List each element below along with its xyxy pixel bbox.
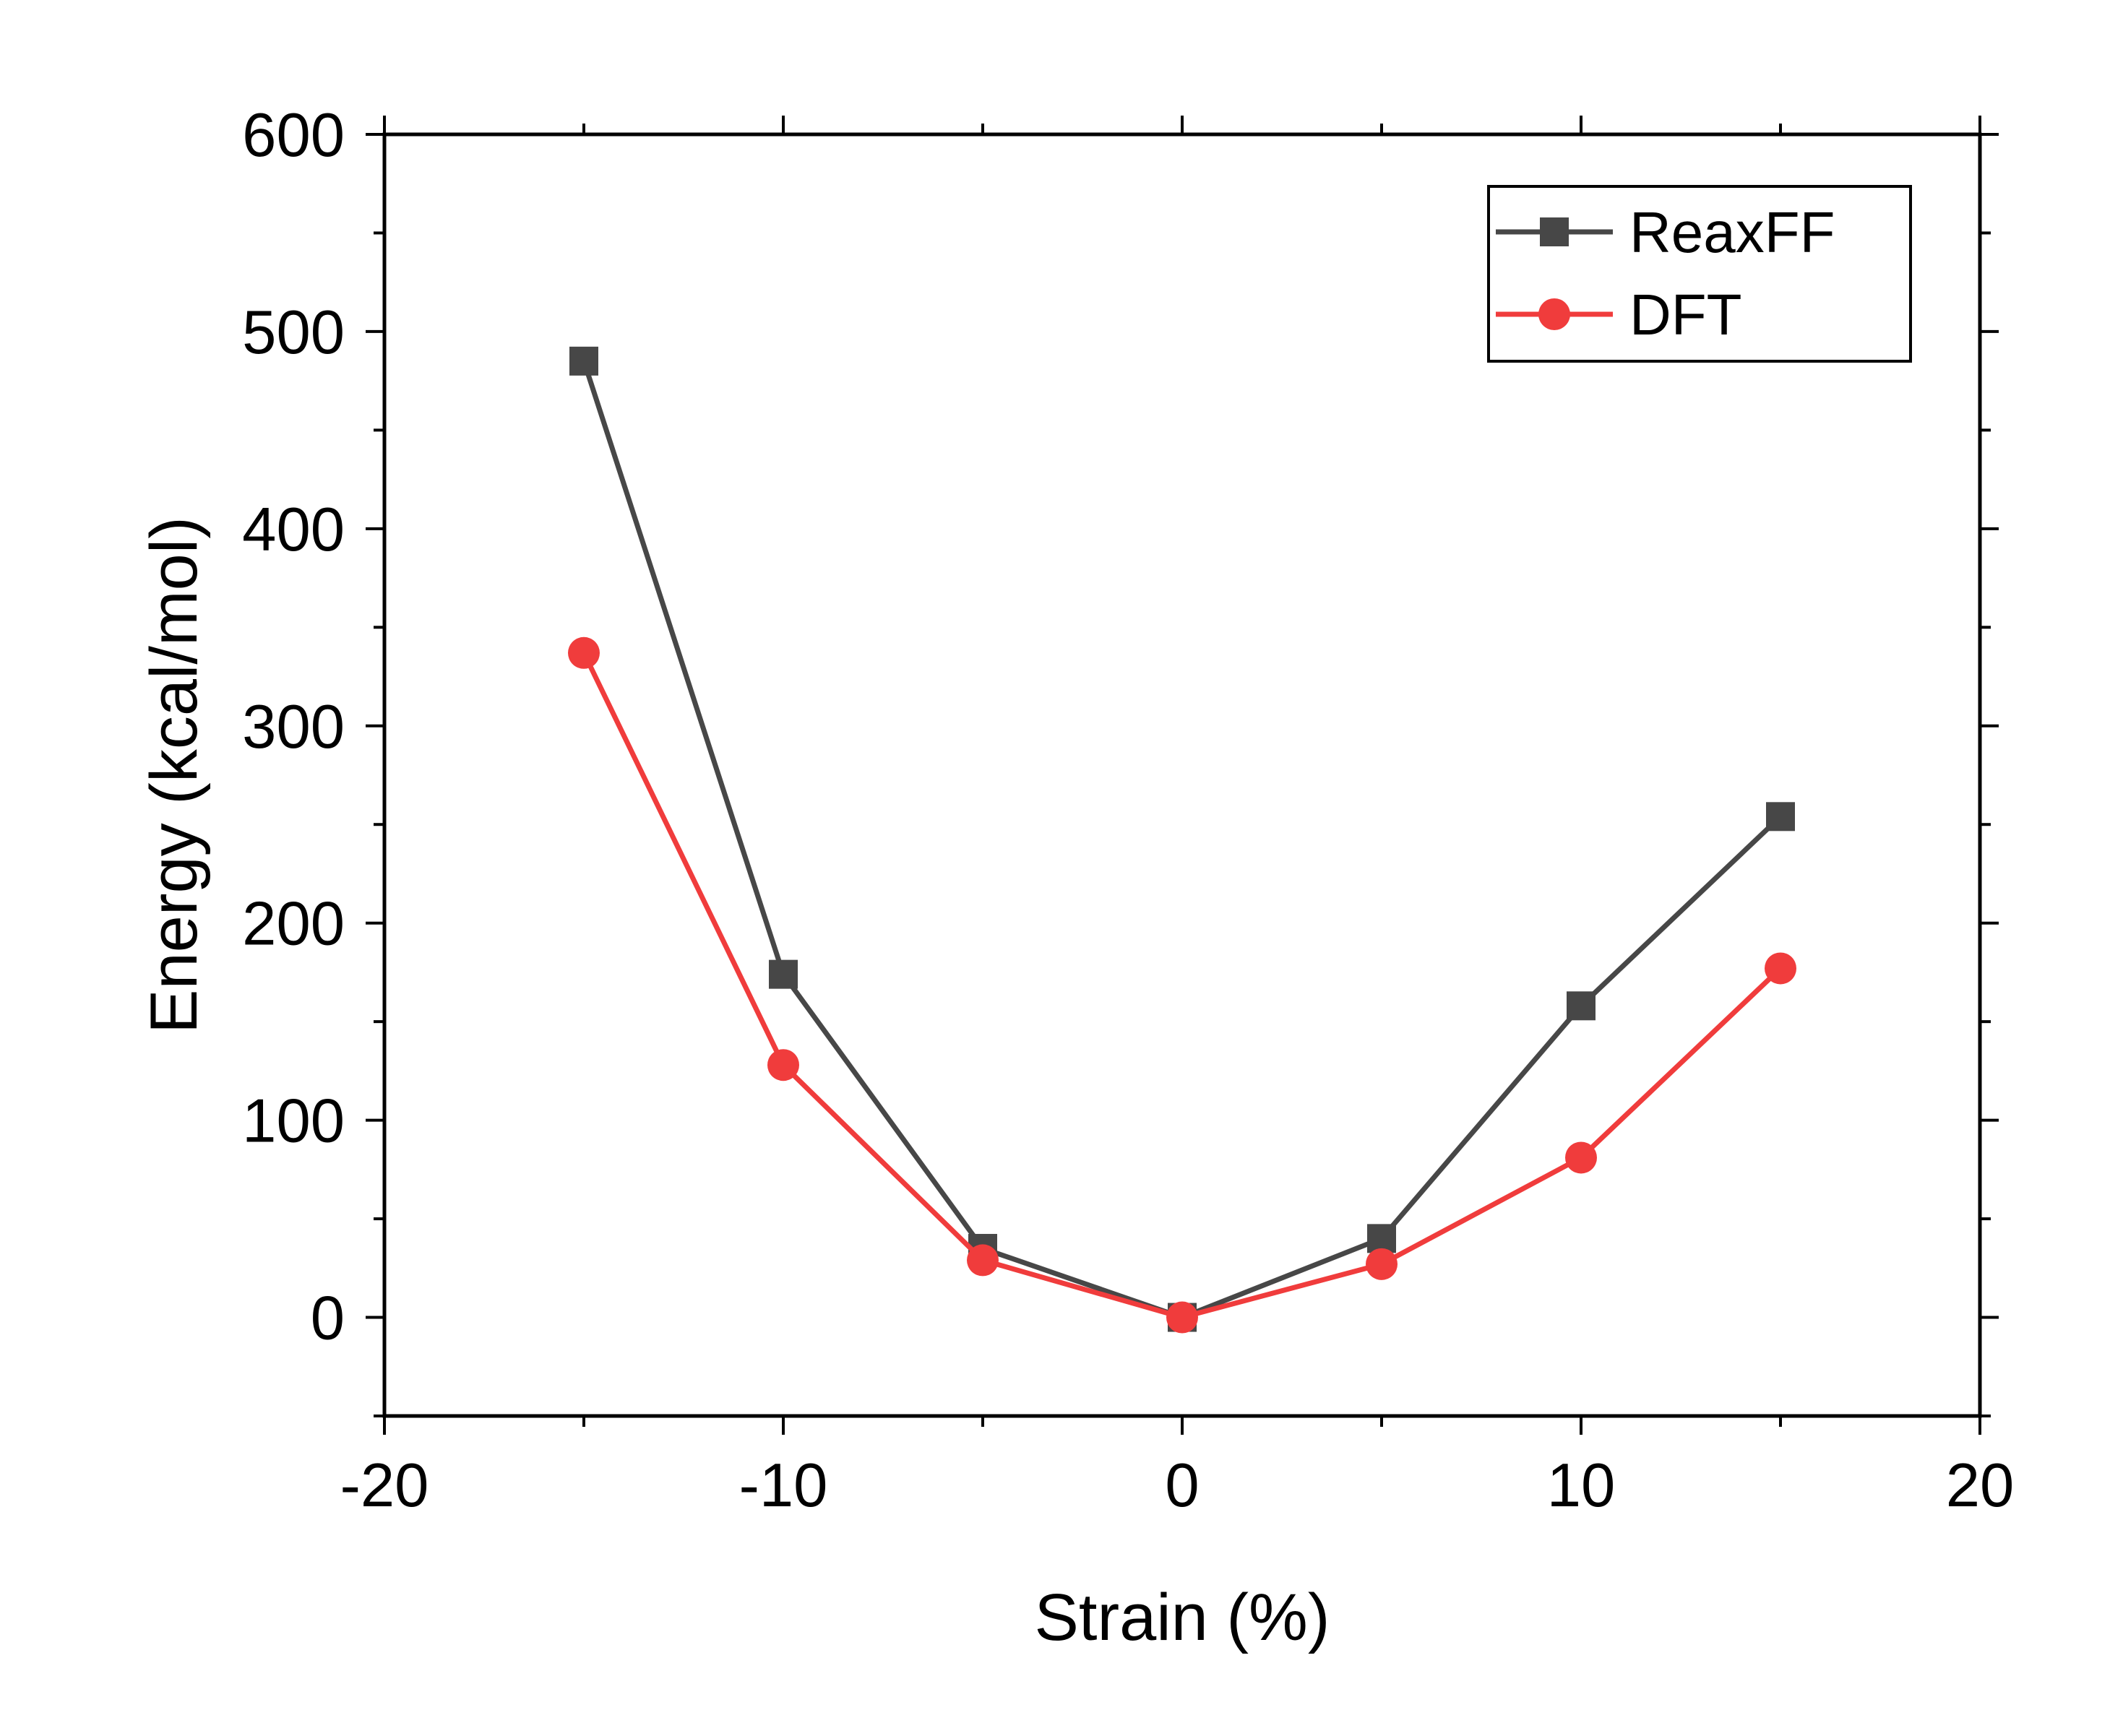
legend-marker-reaxff (1540, 217, 1569, 246)
data-point-reaxff (1567, 991, 1596, 1021)
x-axis-title: Strain (%) (1035, 1581, 1330, 1654)
y-axis-title: Energy (kcal/mol) (137, 517, 211, 1034)
legend-marker-dft (1538, 298, 1570, 330)
data-point-dft (1565, 1141, 1597, 1174)
data-point-reaxff (569, 346, 598, 376)
y-tick-label: 200 (242, 890, 345, 959)
legend-label-reaxff: ReaxFF (1629, 200, 1835, 264)
legend: ReaxFF DFT (1487, 185, 1912, 363)
series-layer (568, 346, 1796, 1334)
data-point-dft (967, 1244, 999, 1277)
data-point-dft (1765, 952, 1796, 985)
data-point-reaxff (1367, 1224, 1396, 1253)
legend-box (1487, 185, 1912, 363)
data-point-dft (568, 636, 600, 669)
data-point-dft (767, 1049, 799, 1081)
data-point-dft (1166, 1301, 1198, 1334)
y-tick-label: 600 (242, 101, 345, 170)
data-point-reaxff (769, 959, 798, 989)
y-tick-label: 400 (242, 496, 345, 564)
y-tick-label: 300 (242, 693, 345, 761)
y-tick-label: 100 (242, 1087, 345, 1156)
x-tick-label: 10 (1547, 1451, 1616, 1520)
axis-ticks (366, 116, 1999, 1435)
data-point-dft (1366, 1248, 1398, 1280)
y-tick-label: 0 (311, 1284, 345, 1353)
y-tick-label: 500 (242, 298, 345, 367)
data-point-reaxff (1766, 802, 1795, 832)
x-tick-label: -20 (340, 1451, 429, 1520)
legend-label-dft: DFT (1629, 282, 1742, 347)
series-dft (568, 636, 1796, 1334)
x-tick-label: 20 (1946, 1451, 2015, 1520)
x-tick-label: 0 (1165, 1451, 1199, 1520)
x-tick-label: -10 (739, 1451, 828, 1520)
